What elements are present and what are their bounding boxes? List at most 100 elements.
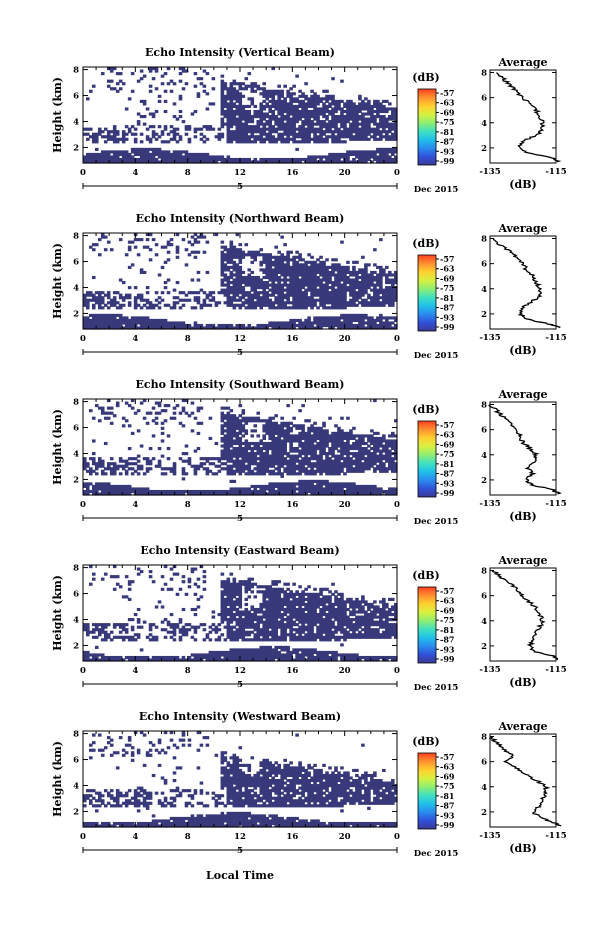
echo-cell	[280, 288, 284, 292]
echo-cell	[226, 439, 231, 443]
echo-cell	[349, 130, 353, 134]
echo-cell	[247, 469, 252, 473]
echo-cell	[151, 457, 156, 461]
echo-cell	[109, 130, 114, 134]
echo-cell	[277, 84, 281, 88]
echo-cell	[304, 270, 308, 275]
echo-cell	[184, 125, 189, 129]
echo-cell	[148, 137, 153, 141]
echo-cell	[83, 160, 87, 164]
echo-cell	[355, 278, 359, 282]
echo-cell	[127, 155, 132, 159]
echo-cell	[247, 135, 252, 139]
echo-cell	[346, 281, 350, 285]
echo-cell	[250, 278, 255, 282]
echo-cell	[112, 467, 117, 471]
echo-cell	[220, 97, 225, 101]
echo-cell	[355, 447, 359, 451]
echo-cell	[292, 454, 296, 458]
echo-cell	[175, 140, 180, 144]
echo-cell	[100, 233, 105, 237]
echo-cell	[298, 482, 302, 486]
echo-cell	[244, 457, 249, 461]
echo-cell	[370, 283, 374, 287]
echo-cell	[106, 291, 111, 295]
echo-cell	[259, 132, 264, 136]
echo-cell	[154, 253, 159, 257]
echo-cell	[229, 452, 234, 456]
echo-cell	[352, 316, 356, 320]
echo-cell	[322, 467, 326, 471]
echo-cell	[145, 107, 150, 111]
echo-cell	[160, 155, 165, 159]
echo-cell	[271, 115, 275, 119]
echo-cell	[295, 286, 299, 290]
echo-cell	[331, 318, 335, 323]
echo-cell	[220, 467, 225, 471]
echo-cell	[394, 464, 398, 468]
echo-cell	[232, 102, 237, 106]
echo-cell	[148, 326, 153, 330]
echo-cell	[175, 155, 180, 159]
echo-cell	[274, 484, 278, 489]
echo-cell	[310, 273, 314, 277]
echo-cell	[313, 436, 317, 441]
echo-cell	[379, 313, 383, 317]
echo-cell	[238, 283, 243, 287]
echo-cell	[301, 137, 305, 141]
echo-cell	[289, 464, 293, 468]
echo-cell	[361, 127, 365, 131]
echo-cell	[205, 157, 210, 162]
echo-cell	[373, 447, 377, 451]
echo-cell	[268, 429, 272, 433]
echo-cell	[238, 444, 243, 448]
echo-cell	[241, 457, 246, 461]
echo-cell	[316, 288, 320, 292]
echo-cell	[391, 127, 395, 131]
echo-cell	[241, 115, 246, 119]
echo-cell	[301, 457, 305, 461]
echo-cell	[277, 459, 281, 463]
echo-cell	[94, 155, 99, 159]
echo-cell	[151, 160, 156, 164]
echo-cell	[307, 447, 311, 451]
echo-cell	[289, 441, 293, 446]
echo-cell	[328, 265, 332, 269]
echo-cell	[124, 253, 129, 257]
echo-cell	[85, 137, 90, 141]
echo-cell	[394, 157, 398, 162]
echo-cell	[130, 263, 135, 267]
echo-cell	[280, 291, 284, 295]
echo-cell	[286, 293, 290, 297]
echo-cell	[391, 487, 395, 491]
echo-cell	[316, 270, 320, 275]
echo-cell	[271, 301, 275, 305]
echo-cell	[190, 155, 195, 159]
echo-cell	[328, 275, 332, 280]
echo-cell	[83, 316, 87, 320]
echo-cell	[325, 127, 329, 131]
echo-cell	[205, 152, 210, 157]
echo-cell	[229, 296, 234, 300]
echo-cell	[340, 278, 344, 282]
echo-cell	[337, 444, 341, 448]
echo-cell	[235, 263, 240, 267]
echo-cell	[289, 109, 293, 114]
echo-cell	[250, 253, 255, 257]
echo-cell	[238, 487, 243, 491]
echo-cell	[364, 291, 368, 295]
echo-cell	[388, 160, 392, 164]
echo-cell	[94, 318, 99, 323]
echo-cell	[94, 243, 99, 247]
echo-cell	[226, 472, 231, 476]
echo-cell	[172, 489, 177, 494]
echo-cell	[85, 489, 90, 494]
echo-cell	[367, 275, 371, 280]
echo-cell	[121, 424, 126, 428]
echo-cell	[385, 155, 389, 159]
echo-cell	[304, 281, 308, 285]
echo-cell	[259, 130, 264, 134]
echo-cell	[223, 447, 228, 451]
echo-cell	[328, 122, 332, 126]
echo-cell	[109, 487, 114, 491]
